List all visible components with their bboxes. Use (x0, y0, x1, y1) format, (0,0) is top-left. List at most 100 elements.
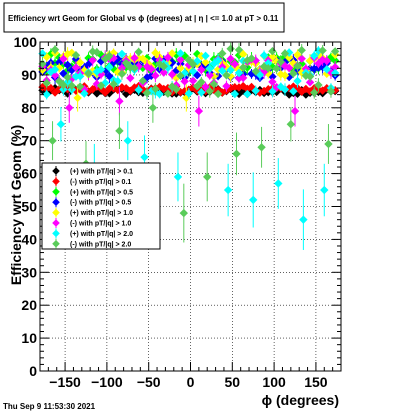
data-point-marker (280, 71, 290, 80)
data-point-marker (105, 63, 114, 72)
data-point-marker (230, 89, 240, 99)
data-point-marker (55, 84, 64, 94)
legend-label: (+) with pT/|q| > 0.5 (70, 189, 133, 196)
data-point-marker (67, 74, 76, 84)
x-tick-label: −50 (137, 374, 161, 390)
data-point-marker (289, 69, 298, 78)
data-point-marker (42, 78, 51, 88)
data-point-marker (105, 51, 114, 61)
x-axis-title: ϕ (degrees) (262, 392, 339, 408)
data-point-marker (205, 71, 214, 80)
data-point-marker (67, 65, 76, 75)
y-tick-label: 100 (14, 34, 38, 50)
data-point-marker (159, 68, 168, 77)
x-tick-label: 150 (304, 374, 328, 390)
data-point-marker (50, 65, 60, 74)
data-point-marker (222, 71, 231, 80)
data-point-marker (203, 172, 212, 182)
data-point-marker (130, 63, 139, 73)
data-point-marker (50, 88, 60, 97)
data-point-marker (205, 86, 214, 96)
data-point-marker (201, 82, 210, 91)
data-point-marker (297, 59, 306, 69)
data-point-marker (223, 185, 233, 195)
data-point-marker (71, 63, 81, 72)
data-point-marker (290, 106, 300, 116)
data-point-marker (151, 84, 160, 94)
data-point-marker (151, 71, 160, 80)
data-point-marker (142, 88, 152, 98)
data-point-marker (310, 88, 319, 97)
data-point-marker (318, 46, 327, 55)
data-point-marker (96, 81, 106, 90)
data-point-marker (75, 82, 85, 91)
data-point-marker (188, 83, 198, 92)
legend-label: (+) with pT/|q| > 1.0 (70, 210, 133, 217)
data-point-marker (257, 143, 266, 152)
data-point-marker (84, 60, 93, 69)
data-point-marker (272, 82, 281, 92)
data-point-marker (75, 58, 85, 67)
data-point-marker (140, 152, 149, 162)
data-point-marker (38, 59, 47, 68)
y-tick-label: 20 (21, 297, 37, 313)
data-point-marker (179, 208, 189, 218)
x-tick-label: −150 (49, 374, 81, 390)
x-tick-label: 50 (225, 374, 241, 390)
data-point-marker (264, 69, 273, 78)
data-point-marker (147, 64, 156, 74)
data-point-marker (113, 68, 122, 77)
data-point-marker (105, 89, 114, 98)
data-point-marker (234, 74, 244, 83)
data-point-marker (59, 80, 68, 90)
data-point-marker (176, 55, 185, 64)
data-point-marker (88, 56, 97, 65)
data-point-marker (238, 73, 248, 83)
data-point-marker (134, 47, 143, 57)
y-tick-label: 40 (21, 231, 37, 247)
data-point-marker (234, 83, 244, 92)
data-point-marker (201, 51, 210, 61)
data-point-marker (38, 49, 47, 58)
data-point-marker (274, 179, 283, 188)
data-point-marker (280, 85, 290, 94)
data-points (38, 42, 340, 250)
data-point-marker (320, 185, 329, 195)
data-point-marker (50, 83, 60, 93)
data-point-marker (280, 49, 290, 58)
data-point-marker (268, 87, 277, 96)
data-point-marker (205, 64, 214, 73)
data-point-marker (293, 61, 302, 71)
data-point-marker (310, 64, 319, 74)
data-point-marker (255, 70, 265, 80)
data-point-marker (105, 71, 114, 81)
data-point-marker (268, 77, 277, 87)
data-point-marker (96, 65, 106, 74)
data-point-marker (234, 45, 244, 55)
data-point-marker (173, 172, 183, 182)
data-point-marker (80, 89, 89, 98)
data-point-marker (322, 56, 331, 66)
data-point-marker (59, 54, 68, 64)
data-point-marker (226, 44, 235, 53)
x-tick-label: 100 (262, 374, 286, 390)
data-point-marker (226, 83, 235, 93)
data-point-marker (134, 85, 143, 95)
data-point-marker (167, 58, 177, 67)
data-point-marker (197, 88, 206, 97)
data-point-marker (50, 45, 60, 54)
data-point-marker (148, 103, 158, 112)
chart-title: Efficiency wrt Geom for Global vs ϕ (deg… (8, 14, 279, 23)
data-point-marker (286, 120, 296, 129)
data-point-marker (289, 87, 298, 96)
data-point-marker (151, 48, 160, 58)
data-point-marker (176, 63, 185, 73)
y-tick-label: 70 (21, 133, 37, 149)
x-tick-label: 0 (187, 374, 195, 390)
data-point-marker (188, 76, 198, 85)
y-tick-label: 30 (21, 264, 37, 280)
data-point-marker (301, 84, 311, 94)
data-point-marker (109, 79, 118, 89)
data-point-marker (55, 63, 64, 73)
